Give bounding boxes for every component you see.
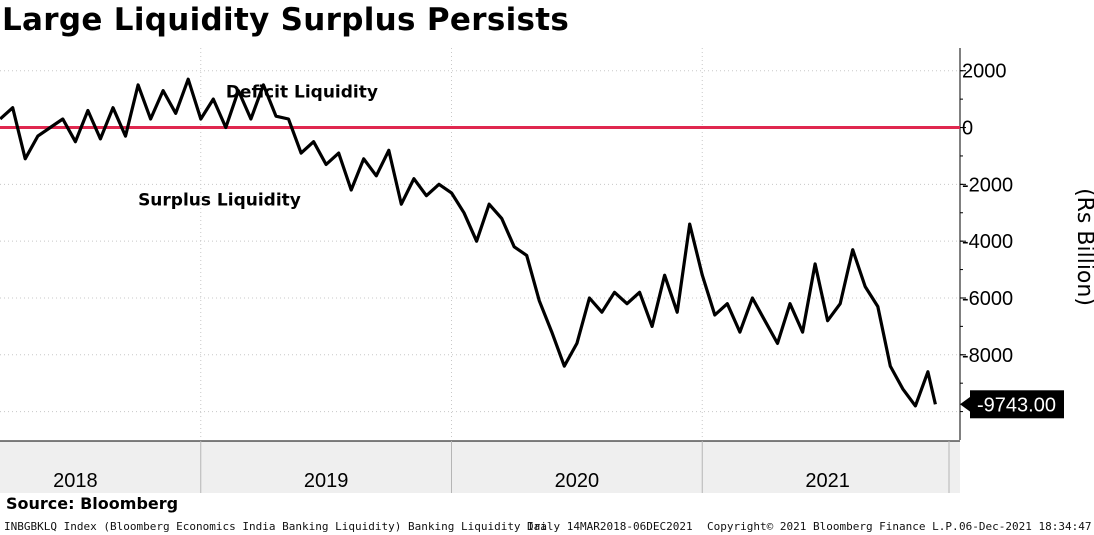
series-line: [0, 77, 937, 408]
last-value-label: -9743.00: [977, 394, 1056, 416]
footer-ticker: INBGBKLQ Index (Bloomberg Economics Indi…: [4, 520, 548, 533]
y-axis-label: (Rs Billion): [1072, 188, 1094, 306]
x-axis-categories: 2018 2019 2020 2021: [53, 441, 950, 493]
x-category-label-2: 2020: [555, 470, 600, 492]
footer-bar: INBGBKLQ Index (Bloomberg Economics Indi…: [0, 518, 1094, 535]
y-tick-label-2: -2000: [962, 174, 1013, 196]
x-axis-band: [0, 441, 960, 493]
annotations: Deficit Liquidity Surplus Liquidity: [138, 83, 378, 211]
footer-period: Daily 14MAR2018-06DEC2021: [527, 520, 693, 533]
y-tick-label-1: 0: [962, 118, 973, 140]
y-tick-label-5: -8000: [962, 345, 1013, 367]
y-tick-label-4: -6000: [962, 288, 1013, 310]
y-tick-label-3: -4000: [962, 231, 1013, 253]
last-value-label-group: -9743.00: [960, 390, 1064, 419]
source-label: Source: Bloomberg: [6, 494, 179, 513]
x-category-label-1: 2019: [304, 470, 349, 492]
footer-copyright: Copyright© 2021 Bloomberg Finance L.P.: [707, 520, 959, 533]
footer-timestamp: 06-Dec-2021 18:34:47: [959, 520, 1092, 533]
plot-area: [0, 48, 960, 440]
y-tick-label-0: 2000: [962, 61, 1007, 83]
y-ticks: 2000 0 -2000 -4000 -6000 -8000: [960, 61, 1013, 413]
chart-title: Large Liquidity Surplus Persists: [2, 2, 570, 38]
last-value-box: [970, 390, 1064, 419]
annotation-1: Surplus Liquidity: [138, 191, 301, 211]
x-category-label-3: 2021: [805, 470, 850, 492]
x-category-label-0: 2018: [53, 470, 98, 492]
last-value-pointer: [960, 396, 971, 413]
annotation-0: Deficit Liquidity: [226, 83, 378, 103]
